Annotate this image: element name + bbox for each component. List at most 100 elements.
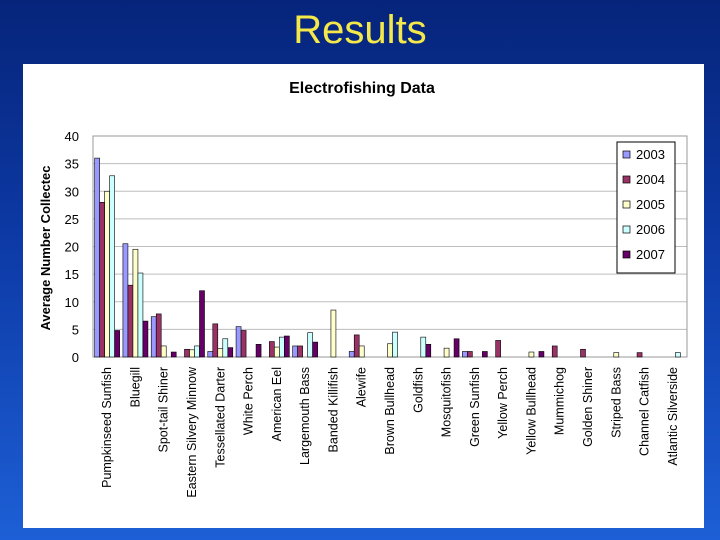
x-tick-label: Green Sunfish bbox=[468, 367, 482, 447]
grid-lines bbox=[92, 135, 688, 358]
legend-label: 2005 bbox=[636, 197, 665, 212]
x-tick-label: Golden Shiner bbox=[581, 367, 595, 447]
y-tick-label: 30 bbox=[65, 184, 79, 199]
bar-2005-3 bbox=[189, 349, 195, 358]
x-tick-label: Mummichog bbox=[553, 367, 567, 435]
slide-title: Results bbox=[293, 8, 427, 52]
bar-2005-15 bbox=[528, 351, 535, 358]
x-tick-label: Mosquitofish bbox=[440, 367, 454, 437]
bar-2005-4 bbox=[217, 348, 224, 358]
x-tick-label: Brown Bullhead bbox=[383, 367, 397, 455]
bar-2007-7 bbox=[312, 341, 318, 358]
bar-2007-6 bbox=[284, 335, 290, 358]
bar-2007-12 bbox=[453, 338, 460, 358]
bar-2006-0 bbox=[109, 175, 115, 358]
bar-2005-2 bbox=[160, 345, 167, 358]
bar-2006-4 bbox=[222, 338, 229, 358]
x-tick-label: Atlantic Silverside bbox=[666, 367, 680, 466]
bar-2004-16 bbox=[551, 345, 558, 358]
y-tick-label: 35 bbox=[65, 157, 79, 172]
bar-2003-13 bbox=[462, 351, 468, 358]
x-tick-label: American Eel bbox=[270, 367, 284, 441]
bar-2005-8 bbox=[330, 309, 337, 358]
legend-label: 2004 bbox=[636, 172, 665, 187]
bar-2003-0 bbox=[94, 157, 100, 358]
legend-label: 2006 bbox=[636, 222, 665, 237]
bar-2007-4 bbox=[227, 347, 234, 358]
x-tick-label: Bluegill bbox=[128, 367, 142, 407]
chart-title: Electrofishing Data bbox=[289, 80, 435, 97]
bar-2007-3 bbox=[199, 290, 205, 358]
bar-2005-18 bbox=[613, 352, 620, 358]
bar-2006-7 bbox=[307, 332, 313, 358]
bar-2006-6 bbox=[279, 336, 285, 358]
bar-2007-2 bbox=[170, 351, 177, 358]
legend-label: 2003 bbox=[636, 147, 665, 162]
bar-2006-11 bbox=[420, 336, 427, 358]
bar-2004-4 bbox=[212, 323, 219, 358]
legend-swatch-2006 bbox=[622, 225, 631, 234]
y-tick-label: 40 bbox=[65, 129, 79, 144]
y-tick-label: 20 bbox=[65, 240, 79, 255]
bar-2005-12 bbox=[443, 347, 450, 358]
bar-2004-13 bbox=[467, 351, 473, 358]
bar-2007-15 bbox=[538, 351, 545, 358]
bar-2006-10 bbox=[392, 331, 398, 358]
x-tick-labels: Pumpkinseed Sunfish Bluegill Spot-tail Shi… bbox=[100, 366, 680, 498]
bar-2007-5 bbox=[255, 343, 262, 358]
x-tick-label: Yellow Bullhead bbox=[524, 367, 538, 455]
bar-2005-1 bbox=[132, 248, 139, 358]
bar-2007-11 bbox=[425, 343, 432, 358]
x-tick-label: Channel Catfish bbox=[638, 367, 652, 456]
bar-2007-0 bbox=[114, 330, 120, 358]
bar-2004-7 bbox=[297, 345, 303, 358]
bar-2004-19 bbox=[636, 352, 643, 358]
y-tick-labels: 0 5 10 15 20 25 30 35 40 bbox=[65, 129, 79, 365]
bar-2006-20 bbox=[675, 352, 681, 358]
x-tick-label: Alewife bbox=[355, 367, 369, 407]
legend-swatch-2003 bbox=[622, 150, 631, 159]
x-tick-label: Pumpkinseed Sunfish bbox=[100, 367, 114, 488]
bar-2006-3 bbox=[194, 345, 200, 358]
bar-2006-1 bbox=[137, 272, 144, 358]
x-tick-label: Spot-tail Shiner bbox=[157, 367, 171, 452]
bar-2005-10 bbox=[387, 343, 393, 358]
bar-2003-4 bbox=[207, 351, 214, 358]
bar-2003-7 bbox=[292, 345, 298, 358]
bar-2004-0 bbox=[99, 202, 105, 358]
legend: 2003 2004 2005 2006 2007 bbox=[616, 141, 676, 274]
bar-2005-9 bbox=[358, 345, 365, 358]
x-tick-label: Yellow Perch bbox=[496, 367, 510, 439]
bar-2005-6 bbox=[274, 346, 280, 358]
x-tick-label: Tessellated Darter bbox=[213, 367, 227, 468]
bar-2003-5 bbox=[235, 326, 242, 358]
bar-2007-13 bbox=[482, 351, 488, 358]
x-tick-label: Goldfish bbox=[411, 367, 425, 413]
bar-chart: Electrofishing Data Average Number Colle… bbox=[38, 80, 688, 498]
bars bbox=[94, 157, 681, 358]
x-tick-label: White Perch bbox=[242, 367, 256, 435]
bar-2004-9 bbox=[353, 334, 360, 358]
y-tick-label: 5 bbox=[72, 322, 79, 337]
bar-2004-1 bbox=[127, 284, 134, 358]
bar-2003-1 bbox=[122, 243, 129, 358]
legend-swatch-2007 bbox=[622, 250, 631, 259]
bar-2003-2 bbox=[150, 316, 157, 358]
x-tick-label: Striped Bass bbox=[609, 367, 623, 438]
bar-2007-1 bbox=[142, 320, 149, 358]
y-tick-label: 15 bbox=[65, 267, 79, 282]
x-tick-label: Banded Killifish bbox=[326, 367, 340, 453]
y-axis-label: Average Number Collectec bbox=[38, 166, 53, 331]
y-tick-label: 0 bbox=[72, 350, 79, 365]
bar-2004-2 bbox=[155, 313, 162, 358]
y-tick-label: 25 bbox=[65, 212, 79, 227]
legend-label: 2007 bbox=[636, 247, 665, 262]
bar-2004-17 bbox=[580, 348, 586, 358]
bar-2003-9 bbox=[348, 351, 355, 358]
legend-swatch-2004 bbox=[622, 175, 631, 184]
x-tick-label: Eastern Silvery Minnow bbox=[185, 366, 199, 498]
y-tick-label: 10 bbox=[65, 295, 79, 310]
legend-swatch-2005 bbox=[622, 200, 631, 209]
bar-2004-6 bbox=[269, 341, 275, 358]
chart-panel: Electrofishing Data Average Number Colle… bbox=[23, 64, 704, 528]
